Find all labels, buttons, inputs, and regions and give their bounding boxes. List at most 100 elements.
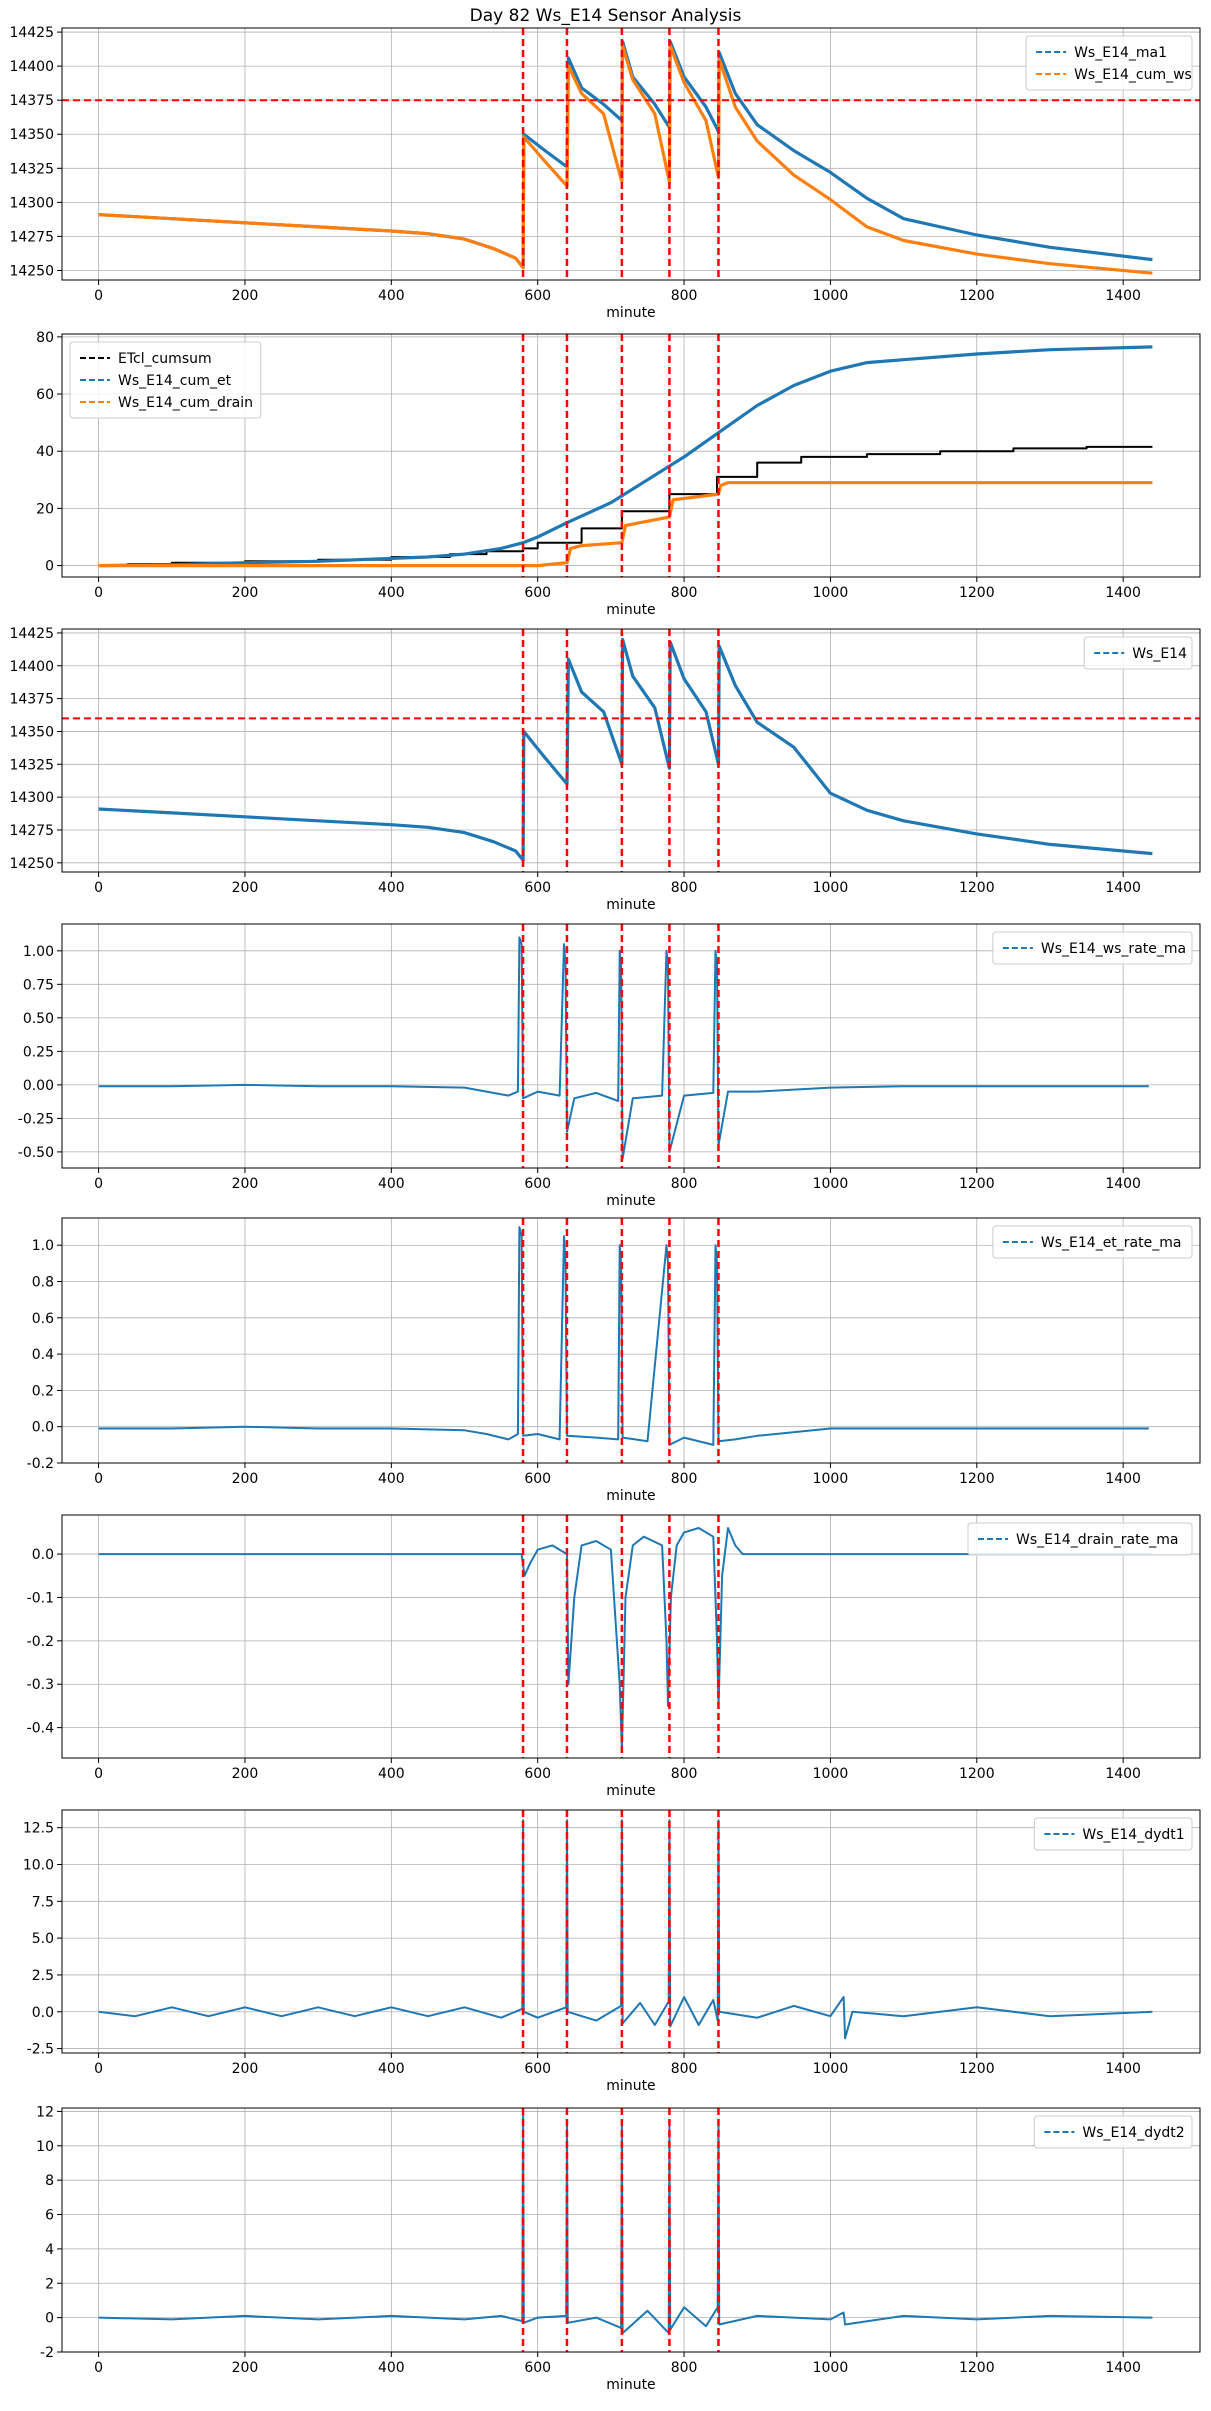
y-tick-label: 0.6 <box>32 1311 54 1327</box>
x-axis-label: minute <box>606 897 655 913</box>
y-tick-label: 0 <box>45 2311 54 2327</box>
y-tick: 6 <box>45 2208 62 2224</box>
y-tick-label: 14300 <box>9 790 54 806</box>
x-tick: 1400 <box>1105 1463 1141 1487</box>
series-line-ws-e14-ws-rate-ma <box>98 936 1149 1160</box>
y-tick: 5.0 <box>32 1931 62 1947</box>
x-axis-label: minute <box>606 305 655 321</box>
y-tick: 60 <box>36 387 62 403</box>
y-tick: 10.0 <box>23 1857 62 1873</box>
y-tick: 2 <box>45 2276 62 2292</box>
x-tick-label: 0 <box>94 585 103 601</box>
x-axis-label: minute <box>606 1783 655 1799</box>
y-tick-label: 0.8 <box>32 1275 54 1291</box>
y-tick-label: -2 <box>40 2345 54 2361</box>
x-tick: 0 <box>94 1758 103 1782</box>
y-tick: 14300 <box>9 790 62 806</box>
series-line-ws-e14 <box>98 637 1153 862</box>
y-tick-label: 12 <box>36 2104 54 2120</box>
x-tick-label: 1200 <box>959 880 995 896</box>
x-tick-label: 800 <box>671 880 698 896</box>
x-tick-label: 600 <box>524 880 551 896</box>
series-line-ws-e14-dydt1 <box>98 1819 1153 2040</box>
plot-area <box>98 345 1153 568</box>
legend-box <box>992 1225 1193 1259</box>
y-tick-label: 14275 <box>9 229 54 245</box>
y-tick-label: 2 <box>45 2276 54 2292</box>
x-tick: 1200 <box>959 1463 995 1487</box>
y-tick-label: -0.25 <box>18 1111 54 1127</box>
x-tick: 400 <box>378 1168 405 1192</box>
x-tick: 1000 <box>813 1463 848 1487</box>
y-tick: 0 <box>45 2311 62 2327</box>
x-tick-label: 1000 <box>813 2061 849 2077</box>
x-tick-label: 1000 <box>813 1176 849 1192</box>
subplot-2: 0 200 400 600 800 1000 1200 1400 0 20 40 60 80 minute… <box>36 330 1201 618</box>
x-tick: 400 <box>378 280 405 304</box>
x-tick: 400 <box>378 2352 405 2376</box>
x-tick: 1000 <box>813 1758 849 1782</box>
y-tick-label: 14325 <box>9 161 54 177</box>
x-tick: 600 <box>524 577 551 601</box>
y-tick-label: 0.0 <box>32 1547 54 1563</box>
x-tick-label: 600 <box>524 585 551 601</box>
y-tick-label: 14400 <box>9 59 54 75</box>
legend: Ws_E14_dydt2 <box>1033 2115 1193 2149</box>
y-tick: 14250 <box>9 856 62 872</box>
x-tick: 200 <box>232 2352 258 2376</box>
x-tick-label: 1200 <box>959 585 995 601</box>
legend-label: Ws_E14_ma1 <box>1074 45 1167 61</box>
legend-label: Ws_E14_ws_rate_ma <box>1041 941 1186 957</box>
legend-box <box>1033 1817 1193 1851</box>
x-tick-label: 1000 <box>813 1766 849 1782</box>
x-tick-label: 200 <box>232 1471 259 1487</box>
y-tick: 14325 <box>9 757 62 773</box>
x-tick-label: 800 <box>671 1176 698 1192</box>
y-tick: 14275 <box>9 229 62 245</box>
legend-label: Ws_E14_dydt1 <box>1082 1827 1184 1843</box>
x-tick: 200 <box>232 1758 258 1782</box>
x-tick: 1400 <box>1105 872 1141 896</box>
y-tick-label: 20 <box>36 501 54 517</box>
legend-box <box>69 341 262 419</box>
y-tick: 12 <box>36 2104 62 2120</box>
y-tick-label: 14300 <box>9 195 54 211</box>
y-tick-label: -0.2 <box>27 1634 54 1650</box>
axes-frame <box>61 628 1201 873</box>
y-tick: 7.5 <box>32 1894 62 1910</box>
x-tick: 800 <box>671 2053 697 2077</box>
y-tick: 4 <box>45 2242 62 2258</box>
x-tick: 200 <box>232 872 258 896</box>
x-tick: 1200 <box>959 577 995 601</box>
y-tick-label: 14250 <box>9 263 54 279</box>
legend-label: Ws_E14_cum_ws <box>1074 67 1192 83</box>
x-axis-label: minute <box>606 1193 655 1209</box>
x-tick-label: 800 <box>671 1471 698 1487</box>
y-tick: -0.4 <box>27 1721 62 1737</box>
x-tick: 1000 <box>813 1168 849 1192</box>
y-tick-label: 12.5 <box>23 1821 54 1837</box>
series-line-etcl-cumsum <box>98 445 1153 567</box>
x-tick: 800 <box>671 1168 698 1192</box>
y-tick-label: -2.5 <box>27 2042 54 2058</box>
y-tick-label: 40 <box>36 444 54 460</box>
subplot-4: 0 200 400 600 800 1000 1200 1400 -0.50 -0.25 0.00 0… <box>18 923 1201 1209</box>
x-tick: 800 <box>671 577 697 601</box>
legend-label: Ws_E14 <box>1132 646 1187 662</box>
x-tick-label: 1400 <box>1105 2360 1141 2376</box>
series-line-ws-e14-et-rate-ma <box>98 1226 1149 1446</box>
y-tick-label: -0.3 <box>27 1677 54 1693</box>
x-tick-label: 400 <box>378 1471 405 1487</box>
y-tick-label: 60 <box>36 387 54 403</box>
y-tick: 10 <box>36 2139 62 2155</box>
series-line-ws-e14-ma1 <box>98 40 1153 270</box>
x-tick-label: 400 <box>378 288 405 304</box>
x-tick: 1400 <box>1105 280 1141 304</box>
legend: Ws_E14_drain_rate_ma <box>967 1522 1193 1556</box>
y-tick: -0.2 <box>27 1456 62 1472</box>
y-tick: 0.0 <box>32 2005 62 2021</box>
x-tick: 1000 <box>813 280 848 304</box>
y-tick: 8 <box>45 2173 62 2189</box>
legend-label: Ws_E14_et_rate_ma <box>1041 1235 1182 1251</box>
